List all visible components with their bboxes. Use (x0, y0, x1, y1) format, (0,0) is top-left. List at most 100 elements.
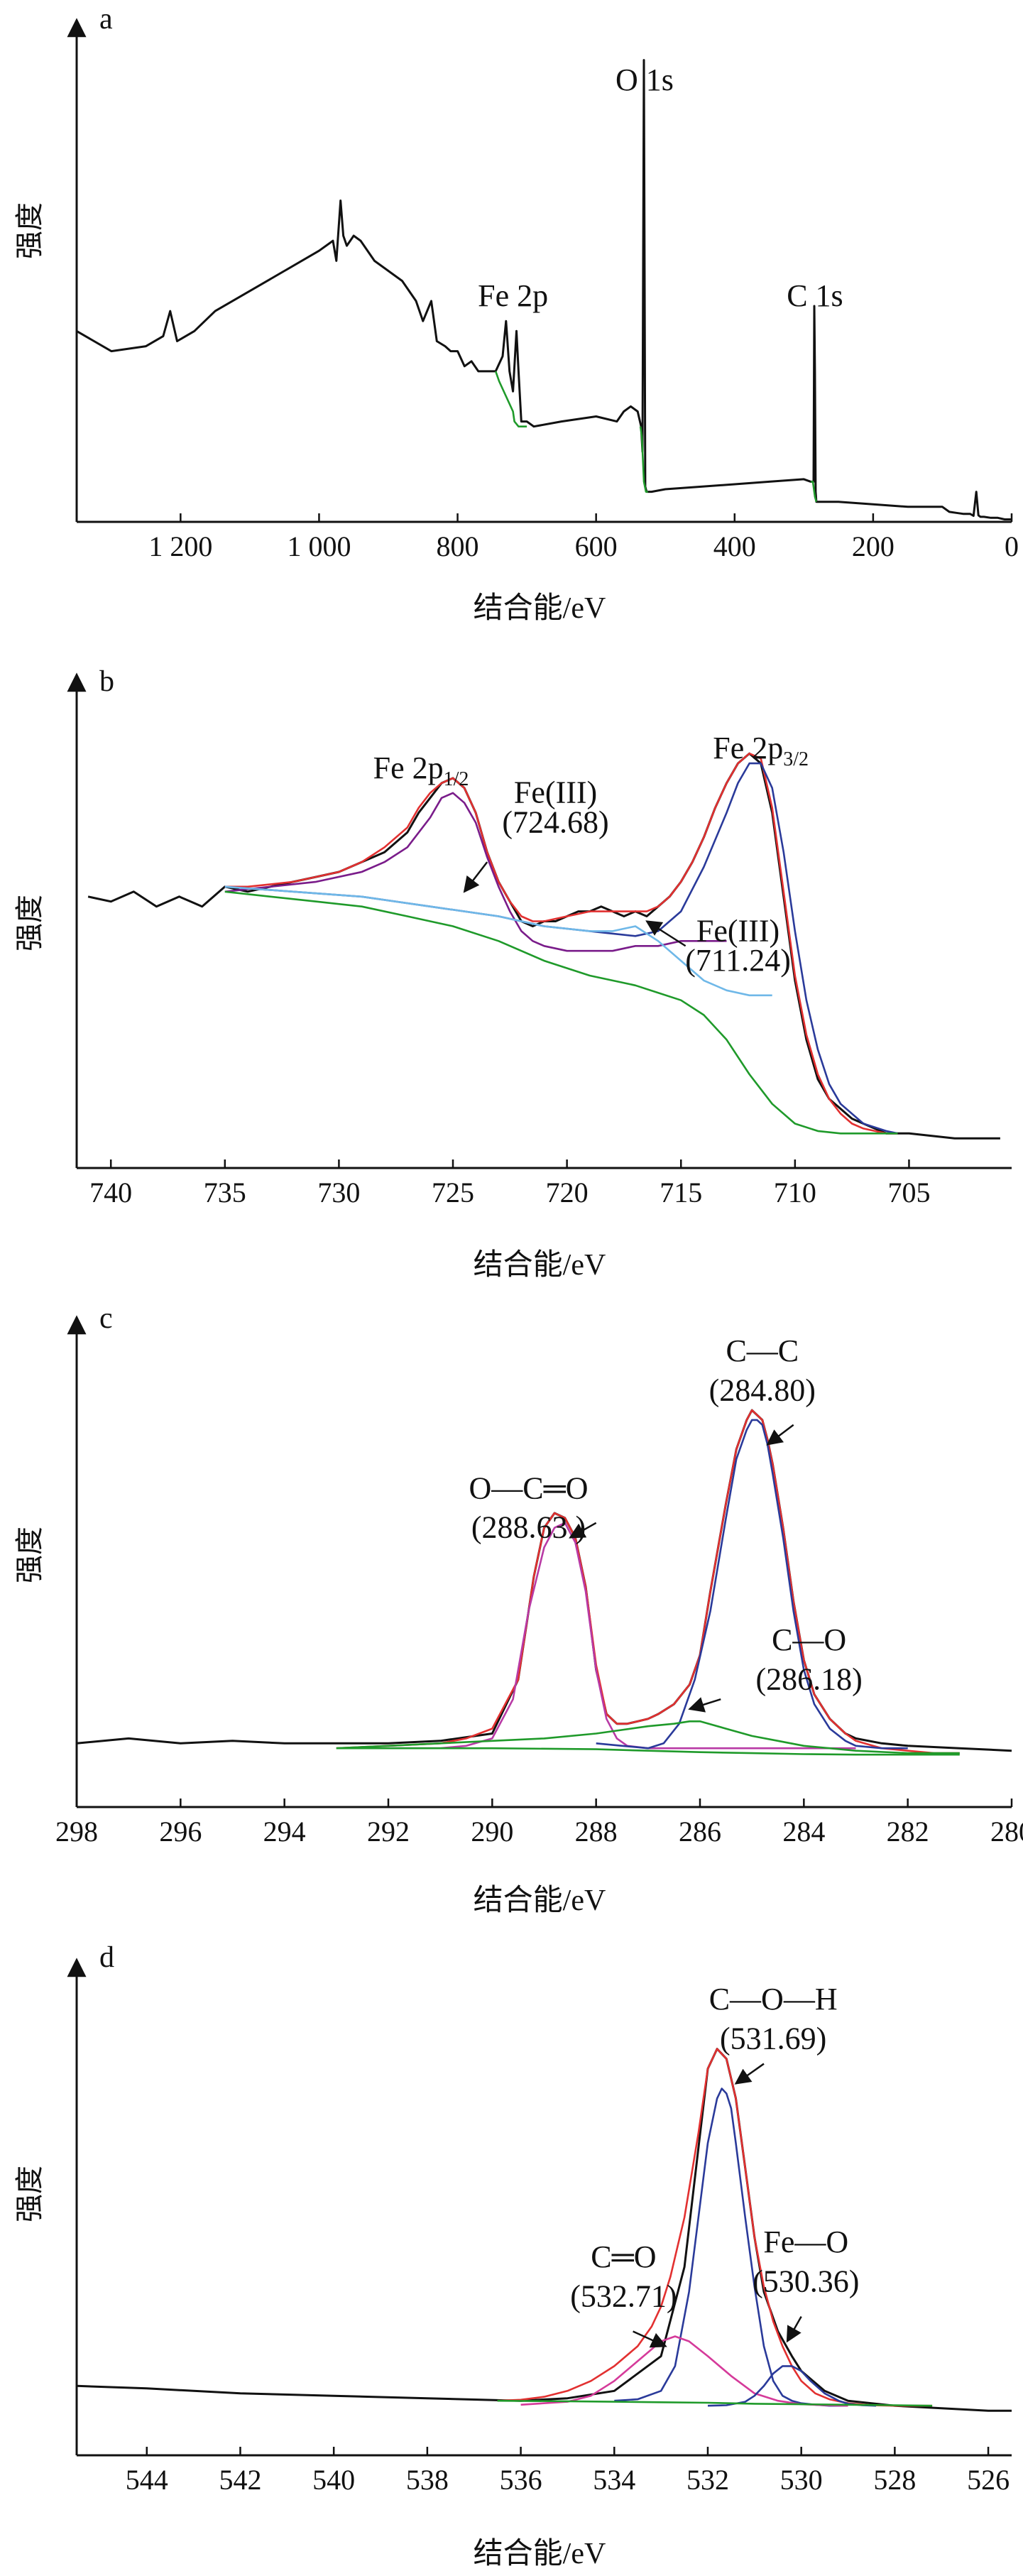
x-tick-label: 298 (55, 1816, 98, 1848)
series-line (388, 1522, 856, 1750)
x-tick-label: 530 (780, 2464, 823, 2496)
x-tick-label: 282 (887, 1816, 929, 1848)
x-tick-label: 538 (406, 2464, 449, 2496)
x-tick-label: 286 (679, 1816, 721, 1848)
peak-label: Fe(III) (514, 775, 597, 810)
peak-label: (724.68) (502, 804, 608, 839)
x-tick-label: 536 (500, 2464, 542, 2496)
x-tick-label: 1 000 (287, 530, 351, 562)
annotation-arrow (688, 1697, 721, 1713)
x-tick-label: 532 (686, 2464, 729, 2496)
series-line (520, 2335, 848, 2407)
x-tick-label: 1 200 (148, 530, 212, 562)
x-tick-label: 200 (852, 530, 895, 562)
x-tick-label: 400 (713, 530, 756, 562)
annotation-arrow (766, 1424, 794, 1446)
peak-label: Fe—O (763, 2225, 848, 2259)
x-tick-label: 730 (317, 1177, 360, 1208)
series-line (494, 371, 527, 427)
y-axis-label-c: 强度 (13, 1527, 45, 1583)
peak-label: C—O—H (709, 1982, 838, 2016)
series-line (224, 890, 898, 1135)
series-line (639, 426, 648, 493)
peak-label: (531.69) (720, 2021, 826, 2056)
x-tick-label: 720 (546, 1177, 589, 1208)
x-tick-label: 544 (126, 2464, 168, 2496)
x-tick-label: 715 (660, 1177, 702, 1208)
peak-label: O—C═O (469, 1470, 589, 1505)
series-line (497, 2399, 933, 2407)
x-tick-label: 705 (887, 1177, 930, 1208)
peak-label: (530.36) (753, 2264, 859, 2299)
peak-label: (532.71) (570, 2279, 677, 2314)
x-tick-label: 284 (782, 1816, 825, 1848)
x-tick-label: 288 (575, 1816, 618, 1848)
peak-label: O 1s (616, 62, 674, 97)
x-axis-label-a: 结合能/eV (474, 592, 606, 625)
x-tick-label: 800 (437, 530, 479, 562)
x-tick-label: 735 (204, 1177, 246, 1208)
y-axis-label-a: 强度 (13, 202, 45, 259)
peak-label-subscript: 3/2 (783, 748, 809, 770)
x-tick-label: 740 (89, 1177, 132, 1208)
annotation-arrow (633, 2330, 667, 2348)
chart-panel-d: d 强度 结合能/eV 544 542 540 538 536 534 532 530 528 5… (13, 1941, 1012, 2570)
series-line (336, 1720, 960, 1754)
x-tick-label: 600 (575, 530, 618, 562)
series-line (224, 792, 727, 952)
series-line (497, 2048, 933, 2407)
chart-panel-a: a 强度 结合能/eV 1 200 1 000 800 600 400 200 0 O 1s F… (13, 3, 1019, 625)
x-axis-label-b: 结合能/eV (474, 1249, 606, 1282)
peak-label: C—C (726, 1333, 799, 1368)
series-line (76, 2048, 1012, 2412)
annotation-arrow (645, 920, 686, 947)
annotation-arrow (734, 2063, 765, 2085)
peak-label-subscript: 1/2 (444, 768, 469, 790)
peak-label: (286.18) (755, 1661, 862, 1696)
peak-label: C—O (772, 1622, 846, 1657)
chart-panel-c: c 强度 结合能/eV 298 296 294 292 290 288 286 284 282 2… (13, 1302, 1023, 1917)
series-line (336, 1747, 960, 1756)
series-line (811, 481, 818, 503)
peak-label: Fe 2p (478, 278, 548, 313)
annotation-arrow (463, 861, 488, 893)
peak-label: (284.80) (709, 1372, 816, 1407)
panel-letter-c: c (99, 1302, 113, 1335)
x-tick-label: 725 (432, 1177, 474, 1208)
x-tick-label: 280 (990, 1816, 1023, 1848)
peak-label: C═O (591, 2239, 656, 2274)
panel-letter-b: b (99, 665, 114, 698)
x-tick-label: 526 (967, 2464, 1010, 2496)
x-tick-label: 710 (774, 1177, 816, 1208)
peak-label: Fe 2p3/2 (713, 731, 809, 770)
series-line (76, 59, 1012, 520)
peak-label: C 1s (787, 278, 843, 313)
y-axis-label-d: 强度 (13, 2166, 45, 2222)
x-tick-label: 292 (367, 1816, 410, 1848)
series-line (76, 1409, 1012, 1752)
x-tick-label: 542 (219, 2464, 261, 2496)
x-tick-label: 294 (263, 1816, 306, 1848)
series-line (224, 752, 898, 1135)
x-axis-label-c: 结合能/eV (474, 1884, 606, 1917)
peak-label: (288.63 ) (471, 1510, 586, 1545)
x-axis-label-d: 结合能/eV (474, 2538, 606, 2570)
y-axis-label-b: 强度 (13, 895, 45, 951)
x-tick-label: 534 (593, 2464, 635, 2496)
x-tick-label: 540 (312, 2464, 355, 2496)
peak-label: Fe(III) (696, 913, 779, 948)
series-line (224, 885, 772, 997)
peak-label: (711.24) (685, 943, 791, 978)
peak-label: Fe 2p1/2 (373, 751, 469, 790)
annotation-arrow (569, 1522, 597, 1539)
annotation-arrow (786, 2315, 802, 2343)
panel-letter-d: d (99, 1941, 114, 1974)
panel-letter-a: a (99, 3, 113, 36)
x-tick-label: 528 (873, 2464, 916, 2496)
x-tick-label: 290 (471, 1816, 513, 1848)
x-tick-label: 0 (1005, 530, 1019, 562)
series-line (707, 2365, 877, 2407)
chart-panel-b: b 强度 结合能/eV 740 735 730 725 720 715 710 705 Fe 2… (13, 665, 1012, 1282)
series-line (336, 1409, 960, 1754)
